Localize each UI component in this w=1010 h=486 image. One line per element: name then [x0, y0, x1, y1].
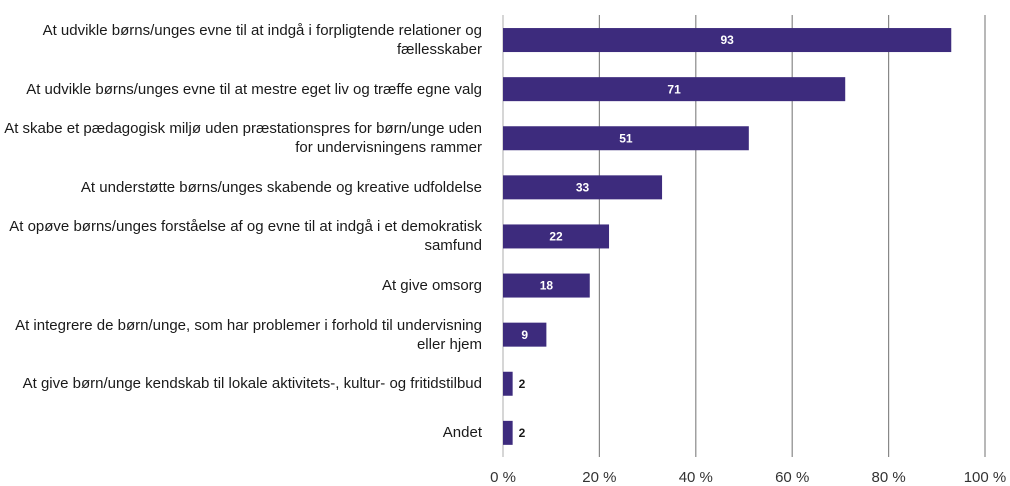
value-label: 9: [521, 328, 528, 342]
category-label: Andet: [0, 408, 482, 457]
bar: [503, 224, 610, 249]
category-text: Andet: [442, 424, 482, 442]
category-text: At opøve børns/unges forståelse af og ev…: [9, 218, 482, 255]
value-label: 51: [619, 131, 633, 145]
bar: [503, 175, 663, 200]
bar: [503, 420, 513, 445]
category-text: At understøtte børns/unges skabende og k…: [80, 178, 482, 196]
category-label: At integrere de børn/unge, som har probl…: [0, 310, 482, 359]
value-label: 2: [519, 426, 526, 440]
value-label: 22: [549, 230, 563, 244]
x-tick-label: 80 %: [871, 469, 905, 486]
value-label: 18: [540, 279, 554, 293]
bar: [503, 77, 846, 102]
value-label: 71: [667, 82, 681, 96]
category-label: At udvikle børns/unges evne til at mestr…: [0, 65, 482, 114]
category-label: At udvikle børns/unges evne til at indgå…: [0, 16, 482, 65]
category-text: At give børn/unge kendskab til lokale ak…: [22, 375, 482, 393]
category-text: At skabe et pædagogisk miljø uden præsta…: [4, 120, 482, 157]
x-tick-label: 40 %: [679, 469, 713, 486]
value-label: 2: [519, 377, 526, 391]
category-text: At udvikle børns/unges evne til at indgå…: [42, 22, 482, 59]
category-label: At give børn/unge kendskab til lokale ak…: [0, 359, 482, 408]
category-text: At udvikle børns/unges evne til at mestr…: [26, 80, 482, 98]
x-tick-label: 20 %: [582, 469, 616, 486]
category-label: At skabe et pædagogisk miljø uden præsta…: [0, 114, 482, 163]
bar: [503, 371, 513, 396]
category-text: At give omsorg: [381, 277, 482, 295]
x-tick-label: 0 %: [490, 469, 516, 486]
bar: [503, 322, 547, 347]
category-label: At give omsorg: [0, 261, 482, 310]
x-tick-label: 100 %: [964, 469, 1007, 486]
category-text: At integrere de børn/unge, som har probl…: [15, 316, 482, 353]
value-label: 93: [720, 33, 734, 47]
category-label: At opøve børns/unges forståelse af og ev…: [0, 212, 482, 261]
x-tick-label: 60 %: [775, 469, 809, 486]
bar: [503, 28, 952, 53]
bar: [503, 126, 749, 151]
value-label: 33: [576, 181, 590, 195]
bar: [503, 273, 590, 298]
category-label: At understøtte børns/unges skabende og k…: [0, 163, 482, 212]
